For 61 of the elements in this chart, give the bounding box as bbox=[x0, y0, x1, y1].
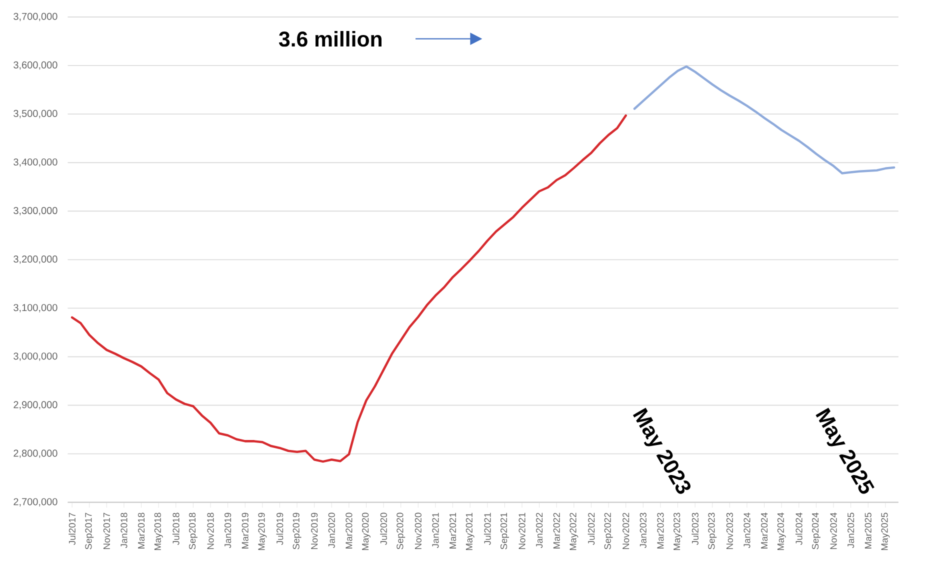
x-tick-label: Mar2024 bbox=[760, 512, 768, 548]
x-tick-label: Mar2023 bbox=[657, 512, 664, 548]
x-tick-label: Nov2020 bbox=[414, 512, 422, 549]
x-tick-label: May2024 bbox=[777, 512, 786, 550]
x-tick-label: Jan2024 bbox=[744, 512, 750, 548]
x-tick-label: Jan2019 bbox=[224, 512, 232, 548]
annotation: 3.6 million bbox=[278, 30, 382, 47]
y-tick-label: 2,900,000 bbox=[14, 401, 58, 410]
y-tick-label: 3,600,000 bbox=[14, 61, 58, 70]
x-tick-label: May2019 bbox=[258, 512, 267, 550]
x-tick-label: Nov2017 bbox=[103, 512, 110, 549]
x-tick-label: Sep2021 bbox=[500, 512, 509, 550]
x-tick-label: Nov2021 bbox=[518, 512, 526, 549]
x-tick-label: Nov2024 bbox=[830, 512, 837, 549]
x-tick-label: Sep2022 bbox=[604, 512, 613, 550]
y-tick-label: 3,000,000 bbox=[14, 352, 58, 361]
x-tick-label: Jul2023 bbox=[692, 512, 698, 545]
line-series bbox=[633, 65, 896, 174]
x-tick-label: Sep2019 bbox=[292, 512, 302, 550]
x-tick-label: Mar2020 bbox=[346, 512, 352, 548]
x-tick-label: Mar2018 bbox=[138, 512, 145, 548]
x-tick-label: Nov2019 bbox=[311, 512, 318, 549]
y-tick-label: 3,500,000 bbox=[14, 110, 58, 118]
x-tick-label: Jan2018 bbox=[120, 512, 128, 548]
y-tick-label: 2,800,000 bbox=[14, 450, 58, 458]
x-tick-label: Jan2021 bbox=[432, 512, 439, 548]
x-tick-label: Jan2022 bbox=[536, 512, 543, 548]
x-tick-label: Sep2024 bbox=[812, 512, 820, 550]
x-tick-label: May2018 bbox=[154, 512, 163, 550]
y-tick-label: 3,400,000 bbox=[14, 158, 58, 167]
x-tick-label: May2020 bbox=[362, 512, 370, 550]
x-tick-label: Jul2017 bbox=[68, 512, 76, 545]
x-tick-label: Sep2023 bbox=[708, 512, 717, 550]
x-tick-label: Mar2025 bbox=[864, 512, 872, 548]
x-tick-label: Nov2018 bbox=[207, 512, 214, 549]
y-tick-label: 3,700,000 bbox=[14, 12, 58, 22]
x-tick-label: Jul2019 bbox=[276, 512, 284, 545]
y-tick-label: 3,200,000 bbox=[14, 256, 58, 264]
x-tick-label: Mar2021 bbox=[449, 512, 456, 548]
x-tick-label: Mar2019 bbox=[242, 512, 248, 548]
x-tick-label: Jan2020 bbox=[328, 512, 335, 548]
x-tick-label: Sep2020 bbox=[396, 512, 406, 550]
x-tick-label: Jul2018 bbox=[172, 512, 180, 545]
x-tick-label: May2021 bbox=[466, 512, 474, 550]
x-tick-label: Sep2018 bbox=[188, 512, 198, 550]
x-tick-label: May2022 bbox=[570, 512, 578, 550]
x-tick-label: May2023 bbox=[674, 512, 682, 550]
x-tick-label: Jan2025 bbox=[848, 512, 854, 548]
y-tick-label: 3,100,000 bbox=[14, 304, 58, 312]
x-tick-label: Jul2021 bbox=[484, 512, 491, 545]
x-tick-label: May2025 bbox=[881, 512, 890, 550]
y-tick-label: 3,300,000 bbox=[14, 207, 58, 216]
x-tick-label: Jul2022 bbox=[588, 512, 595, 545]
x-tick-label: Jan2023 bbox=[640, 512, 646, 548]
y-tick-label: 2,700,000 bbox=[14, 498, 58, 506]
x-tick-label: Nov2023 bbox=[726, 512, 733, 549]
x-tick-label: Mar2022 bbox=[553, 512, 560, 548]
x-tick-label: Sep2017 bbox=[85, 512, 94, 550]
x-tick-label: Jul2020 bbox=[380, 512, 387, 545]
x-tick-label: Jul2024 bbox=[795, 512, 802, 545]
x-tick-label: Nov2022 bbox=[622, 512, 630, 549]
